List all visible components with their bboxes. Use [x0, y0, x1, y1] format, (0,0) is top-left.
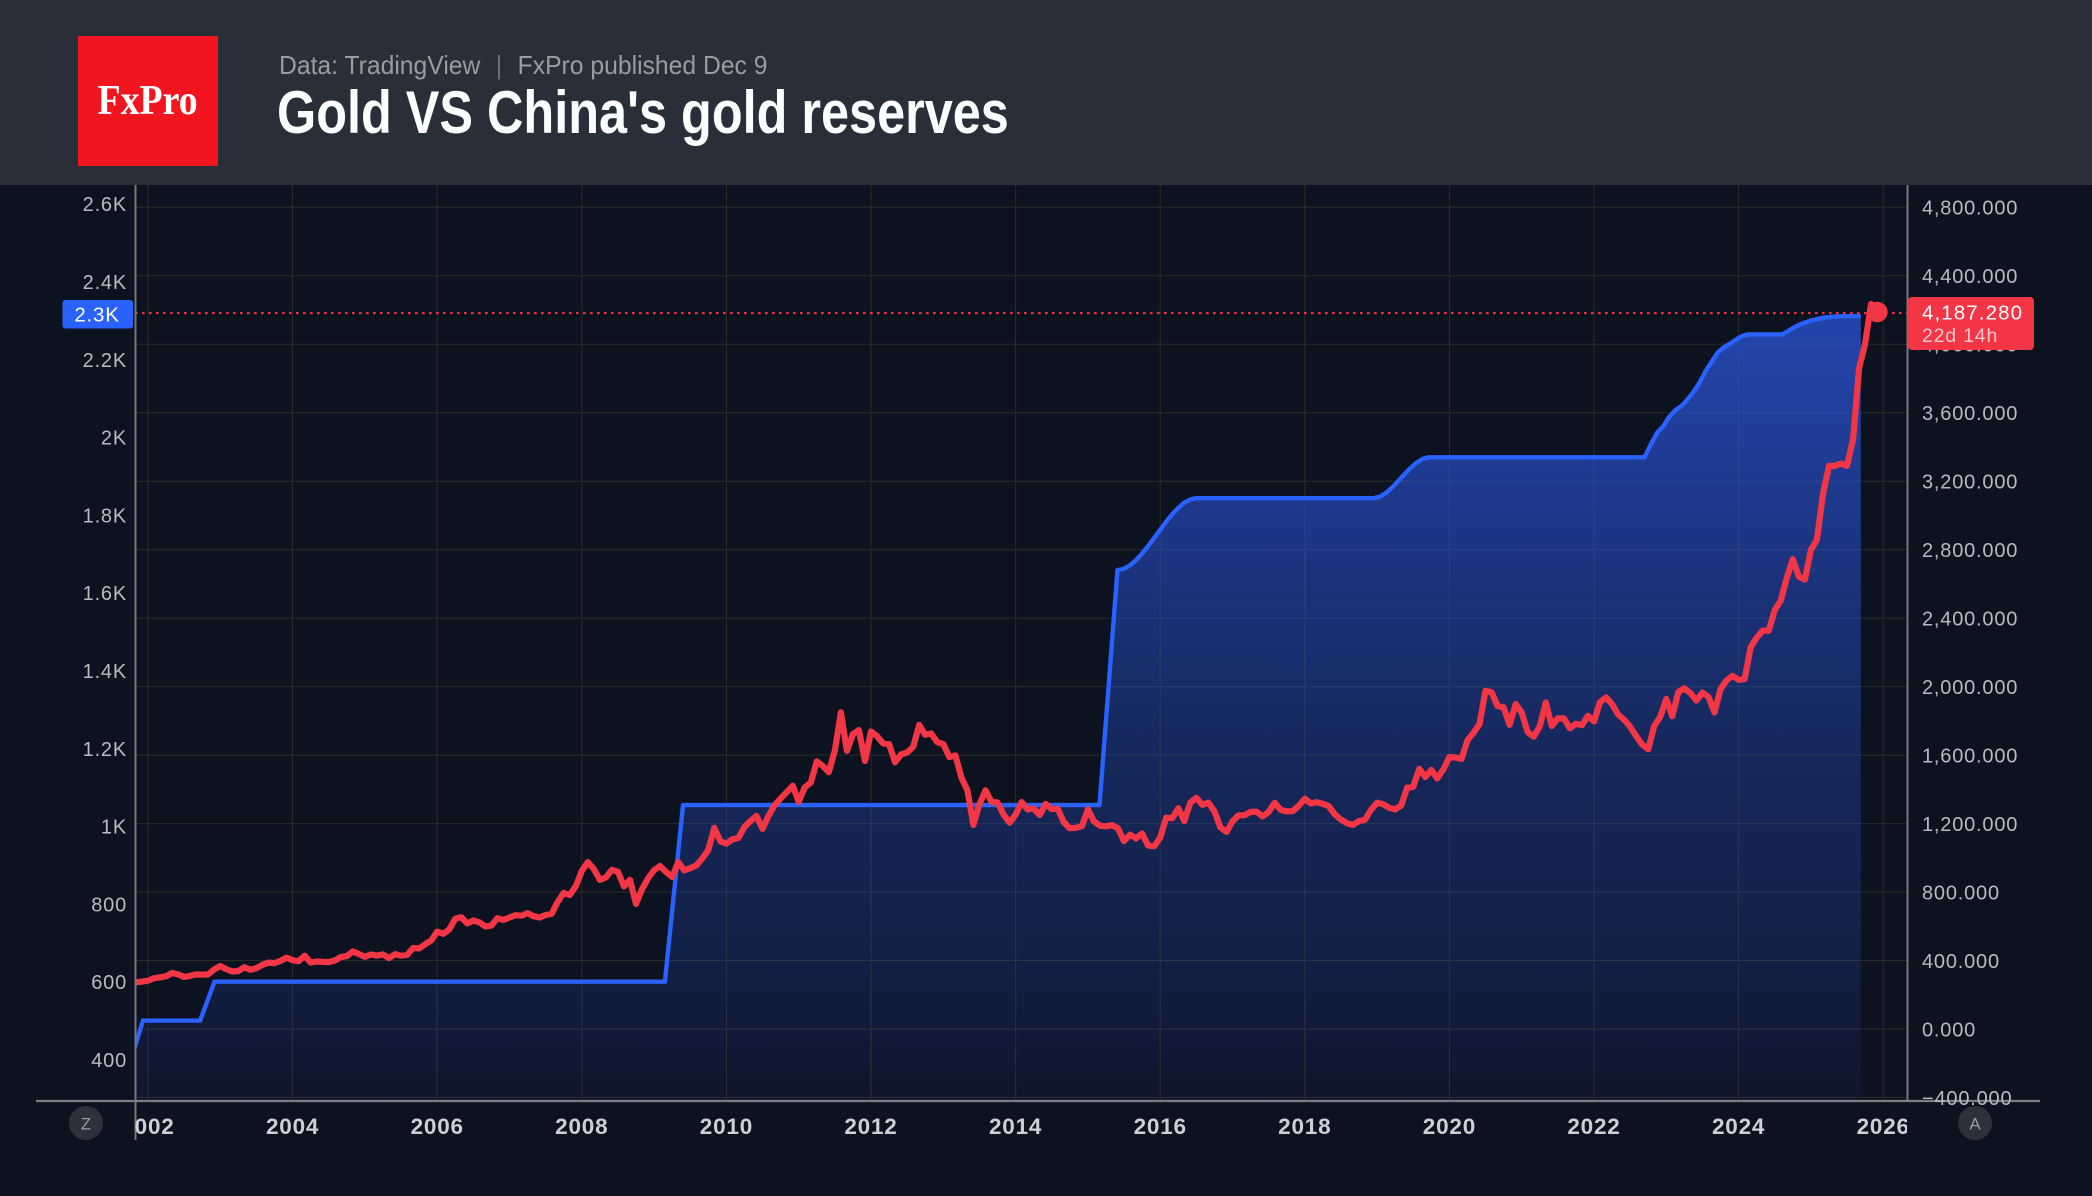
svg-text:2,800.000: 2,800.000	[1922, 540, 2018, 562]
svg-text:4,187.280: 4,187.280	[1922, 302, 2023, 325]
svg-text:2012: 2012	[844, 1114, 897, 1139]
svg-text:2018: 2018	[1278, 1114, 1331, 1139]
svg-text:600: 600	[91, 972, 127, 994]
svg-text:2.4K: 2.4K	[83, 272, 127, 294]
svg-text:2K: 2K	[101, 428, 127, 450]
svg-text:4,800.000: 4,800.000	[1922, 198, 2018, 220]
svg-text:2.3K: 2.3K	[74, 304, 119, 327]
svg-text:1K: 1K	[101, 817, 127, 839]
svg-text:800: 800	[91, 894, 127, 916]
svg-text:1.6K: 1.6K	[83, 583, 127, 605]
svg-text:1,600.000: 1,600.000	[1922, 746, 2018, 768]
svg-text:2,000.000: 2,000.000	[1922, 677, 2018, 699]
svg-text:−400.000: −400.000	[1922, 1088, 2012, 1110]
svg-text:2020: 2020	[1423, 1114, 1476, 1139]
svg-text:4,400.000: 4,400.000	[1922, 266, 2018, 288]
svg-text:0.000: 0.000	[1922, 1020, 1976, 1042]
svg-text:2004: 2004	[266, 1114, 319, 1139]
svg-text:2024: 2024	[1712, 1114, 1765, 1139]
svg-text:22d 14h: 22d 14h	[1922, 325, 1998, 347]
svg-text:2008: 2008	[555, 1114, 608, 1139]
svg-text:2002: 2002	[121, 1114, 174, 1139]
svg-text:1.2K: 1.2K	[83, 739, 127, 761]
svg-text:1.8K: 1.8K	[83, 505, 127, 527]
svg-text:2006: 2006	[411, 1114, 464, 1139]
svg-text:A: A	[1969, 1115, 1981, 1134]
svg-text:2.2K: 2.2K	[83, 350, 127, 372]
svg-text:2010: 2010	[700, 1114, 753, 1139]
svg-text:1.4K: 1.4K	[83, 661, 127, 683]
svg-text:2016: 2016	[1134, 1114, 1187, 1139]
svg-text:2014: 2014	[989, 1114, 1042, 1139]
svg-text:400.000: 400.000	[1922, 951, 2000, 973]
svg-text:3,600.000: 3,600.000	[1922, 403, 2018, 425]
svg-text:3,200.000: 3,200.000	[1922, 472, 2018, 494]
svg-text:800.000: 800.000	[1922, 883, 2000, 905]
svg-text:2022: 2022	[1567, 1114, 1620, 1139]
svg-text:2.6K: 2.6K	[83, 194, 127, 216]
svg-text:2026: 2026	[1857, 1114, 1910, 1139]
svg-text:2,400.000: 2,400.000	[1922, 609, 2018, 631]
svg-text:Z: Z	[81, 1115, 91, 1134]
svg-text:400: 400	[91, 1050, 127, 1072]
svg-text:1,200.000: 1,200.000	[1922, 814, 2018, 836]
